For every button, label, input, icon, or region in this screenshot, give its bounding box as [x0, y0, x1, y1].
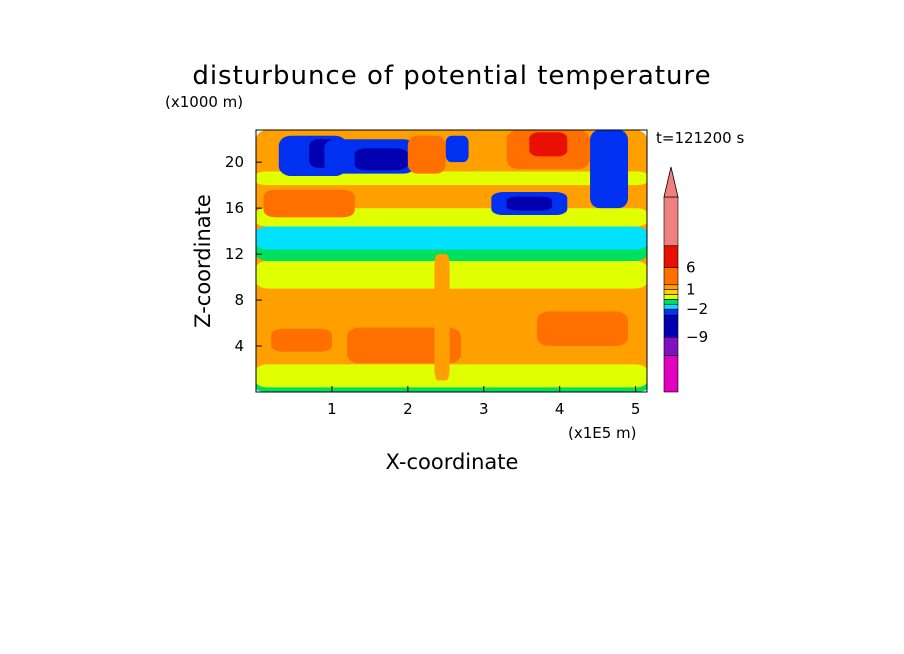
colorbar-band	[663, 303, 679, 310]
heatmap-region-23	[506, 196, 553, 211]
heatmap-region-4	[347, 327, 461, 364]
y-tick-label: 12	[225, 245, 244, 263]
heatmap-region-19	[445, 135, 469, 163]
colorbar-band	[663, 245, 679, 268]
chart-title: disturbunce of potential temperature	[192, 61, 711, 91]
x-tick-label: 3	[479, 400, 489, 418]
colorbar-band	[663, 308, 679, 316]
y-tick-label: 8	[234, 291, 244, 309]
colorbar-overflow-arrow	[663, 166, 679, 198]
heatmap-region-17	[354, 148, 408, 171]
colorbar-label: −9	[686, 328, 708, 346]
colorbar-band	[663, 294, 679, 300]
heatmap-region-8	[256, 226, 647, 250]
x-tick-label: 1	[327, 400, 337, 418]
heatmap-region-21	[529, 132, 568, 157]
heatmap-region-3	[256, 364, 647, 388]
heatmap-region-11	[263, 189, 355, 218]
heatmap-region-6	[271, 328, 332, 352]
y-tick-label: 4	[234, 337, 244, 355]
heatmap-region-12	[256, 171, 647, 186]
heatmap-region-2	[256, 261, 647, 289]
heatmap-region-5	[536, 311, 629, 347]
plot-frame	[255, 129, 648, 393]
x-axis: 1 2 3 4 5	[327, 386, 640, 418]
heatmap-region-18	[407, 135, 446, 174]
y-axis: 4 8 12 16 20	[225, 153, 262, 355]
colorbar: −9 −21 6	[663, 166, 708, 393]
time-label: t=121200 s	[656, 129, 744, 147]
colorbar-band	[663, 336, 679, 356]
colorbar-band	[663, 284, 679, 290]
colorbar-label: 1	[686, 281, 696, 299]
colorbar-band	[663, 299, 679, 305]
colorbar-band	[663, 267, 679, 286]
y-unit-label: (x1000 m)	[165, 93, 243, 111]
x-tick-label: 2	[403, 400, 413, 418]
colorbar-band	[663, 289, 679, 295]
y-tick-label: 20	[225, 153, 244, 171]
x-axis-title: X-coordinate	[386, 450, 519, 474]
colorbar-band	[663, 314, 679, 338]
x-unit-label: (x1E5 m)	[568, 424, 637, 442]
y-tick-label: 16	[225, 199, 244, 217]
colorbar-band	[663, 196, 679, 247]
x-tick-label: 5	[631, 400, 641, 418]
colorbar-band	[663, 355, 679, 393]
heatmap-region-24	[590, 130, 629, 209]
y-axis-title: Z-coordinate	[191, 194, 215, 328]
x-tick-label: 4	[555, 400, 565, 418]
colorbar-label: 6	[686, 259, 696, 277]
heatmap-layer	[256, 130, 647, 392]
heatmap-region-25	[434, 254, 450, 381]
colorbar-label: −2	[686, 300, 708, 318]
